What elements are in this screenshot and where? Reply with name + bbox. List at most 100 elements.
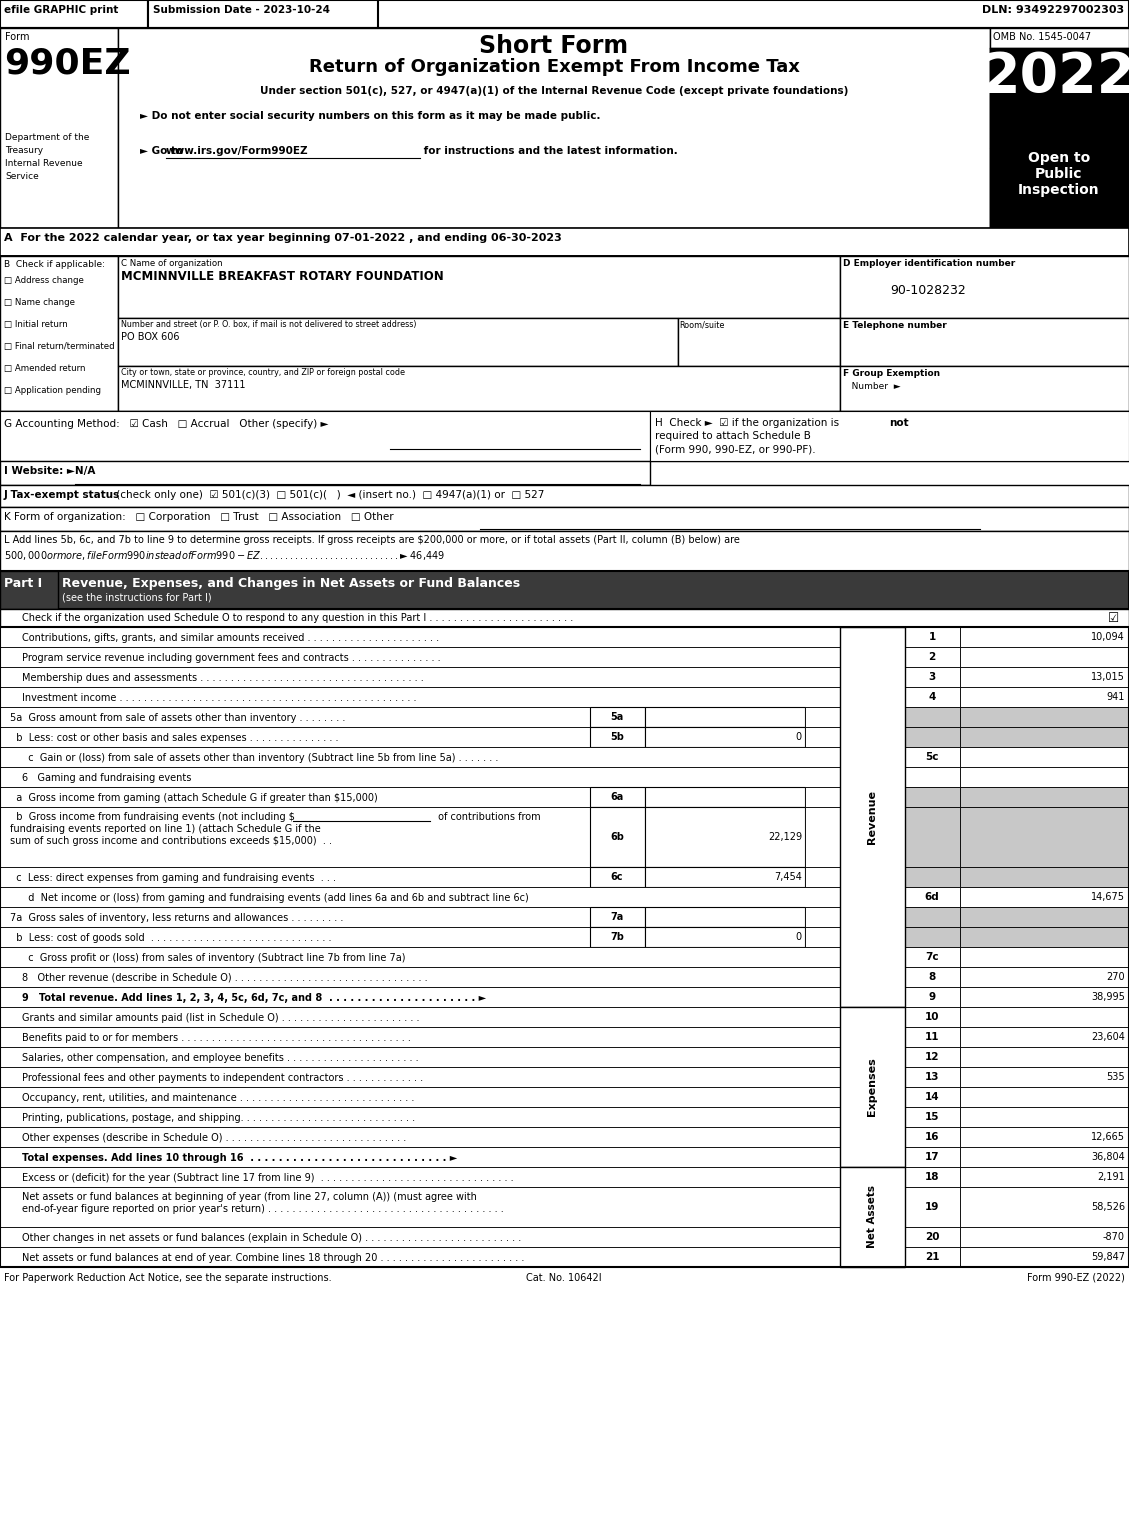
Text: 7a: 7a	[611, 912, 623, 923]
Text: 18: 18	[925, 1173, 939, 1182]
Bar	[905, 868, 960, 888]
Text: □ Address change: □ Address change	[5, 276, 84, 285]
Bar	[905, 1147, 960, 1167]
Text: A  For the 2022 calendar year, or tax year beginning 07-01-2022 , and ending 06-: A For the 2022 calendar year, or tax yea…	[5, 233, 562, 242]
Bar	[0, 888, 840, 907]
Text: Membership dues and assessments . . . . . . . . . . . . . . . . . . . . . . . . : Membership dues and assessments . . . . …	[21, 673, 423, 683]
Text: Revenue, Expenses, and Changes in Net Assets or Fund Balances: Revenue, Expenses, and Changes in Net As…	[62, 576, 520, 590]
Text: 5a: 5a	[611, 712, 623, 721]
Text: 9: 9	[928, 991, 936, 1002]
Bar	[960, 967, 1129, 987]
Bar	[990, 148, 1129, 229]
Bar	[0, 1087, 840, 1107]
Bar	[905, 807, 960, 868]
Text: 90-1028232: 90-1028232	[890, 284, 965, 297]
Bar	[590, 807, 645, 868]
Bar	[840, 1026, 905, 1048]
Bar	[840, 987, 905, 1007]
Bar	[840, 807, 905, 868]
Bar	[0, 1026, 840, 1048]
Bar	[960, 747, 1129, 767]
Text: efile GRAPHIC print: efile GRAPHIC print	[5, 5, 119, 15]
Text: 6b: 6b	[610, 833, 624, 842]
Bar	[805, 927, 840, 947]
Text: b  Less: cost of goods sold  . . . . . . . . . . . . . . . . . . . . . . . . . .: b Less: cost of goods sold . . . . . . .…	[10, 933, 332, 942]
Bar	[905, 947, 960, 967]
Bar	[840, 1068, 905, 1087]
Text: □ Application pending: □ Application pending	[5, 386, 100, 395]
Text: (Form 990, 990-EZ, or 990-PF).: (Form 990, 990-EZ, or 990-PF).	[655, 444, 815, 454]
Bar	[0, 1048, 840, 1068]
Bar	[960, 947, 1129, 967]
Bar	[805, 787, 840, 807]
Text: 12: 12	[925, 1052, 939, 1061]
Bar	[0, 868, 590, 888]
Bar	[645, 868, 805, 888]
Bar	[0, 27, 119, 229]
Bar	[0, 412, 1129, 461]
Bar	[148, 0, 378, 27]
Bar	[590, 907, 645, 927]
Bar	[0, 1006, 840, 1026]
Text: Service: Service	[5, 172, 38, 181]
Text: 2022: 2022	[982, 50, 1129, 104]
Text: Return of Organization Exempt From Income Tax: Return of Organization Exempt From Incom…	[308, 58, 799, 76]
Bar	[905, 1228, 960, 1247]
Bar	[840, 1228, 905, 1247]
Text: Net Assets: Net Assets	[867, 1185, 877, 1249]
Text: Total expenses. Add lines 10 through 16  . . . . . . . . . . . . . . . . . . . .: Total expenses. Add lines 10 through 16 …	[21, 1153, 457, 1164]
Bar	[0, 807, 590, 868]
Bar	[960, 1107, 1129, 1127]
Text: 4: 4	[928, 692, 936, 702]
Text: (see the instructions for Part I): (see the instructions for Part I)	[62, 593, 211, 602]
Bar	[0, 570, 1129, 608]
Text: Professional fees and other payments to independent contractors . . . . . . . . : Professional fees and other payments to …	[21, 1074, 423, 1083]
Bar	[960, 1186, 1129, 1228]
Text: 5b: 5b	[610, 732, 624, 743]
Bar	[990, 27, 1129, 229]
Text: 13: 13	[925, 1072, 939, 1083]
Bar	[840, 647, 905, 666]
Bar	[960, 987, 1129, 1007]
Text: Treasury: Treasury	[5, 146, 43, 156]
Text: Internal Revenue: Internal Revenue	[5, 159, 82, 168]
Bar	[650, 412, 1129, 461]
Text: 7,454: 7,454	[774, 872, 802, 881]
Text: B  Check if applicable:: B Check if applicable:	[5, 259, 105, 268]
Bar	[990, 47, 1129, 148]
Text: 13,015: 13,015	[1091, 673, 1124, 682]
Bar	[905, 1087, 960, 1107]
Bar	[840, 1006, 905, 1026]
Bar	[645, 927, 805, 947]
Bar	[905, 1006, 960, 1026]
Bar	[960, 1228, 1129, 1247]
Bar	[840, 1006, 905, 1167]
Text: 6d: 6d	[925, 892, 939, 901]
Text: 10,094: 10,094	[1092, 631, 1124, 642]
Bar	[679, 319, 840, 366]
Text: Submission Date - 2023-10-24: Submission Date - 2023-10-24	[154, 5, 330, 15]
Bar	[905, 727, 960, 747]
Bar	[805, 868, 840, 888]
Bar	[0, 1127, 840, 1147]
Text: Open to
Public
Inspection: Open to Public Inspection	[1018, 151, 1100, 197]
Bar	[645, 807, 805, 868]
Bar	[645, 727, 805, 747]
Bar	[645, 787, 805, 807]
Bar	[960, 1167, 1129, 1186]
Text: Department of the: Department of the	[5, 133, 89, 142]
Bar	[119, 27, 990, 229]
Bar	[905, 747, 960, 767]
Bar	[0, 1186, 840, 1228]
Bar	[0, 0, 148, 27]
Bar	[0, 987, 840, 1007]
Bar	[0, 1167, 840, 1186]
Text: Investment income . . . . . . . . . . . . . . . . . . . . . . . . . . . . . . . : Investment income . . . . . . . . . . . …	[21, 692, 417, 703]
Bar	[905, 787, 960, 807]
Bar	[840, 1147, 905, 1167]
Bar	[840, 1107, 905, 1127]
Text: Net assets or fund balances at end of year. Combine lines 18 through 20 . . . . : Net assets or fund balances at end of ye…	[21, 1254, 524, 1263]
Bar	[805, 807, 840, 868]
Text: Room/suite: Room/suite	[679, 320, 725, 329]
Bar	[905, 1068, 960, 1087]
